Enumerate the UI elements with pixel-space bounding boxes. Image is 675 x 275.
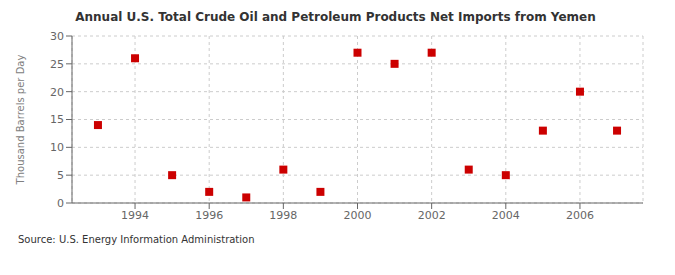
html-text:Annual U.S. Total Crude Oil an: Annual U.S. Total Crude Oil and Petroleu… — [75, 10, 596, 24]
svg-text:5: 5 — [57, 169, 64, 182]
svg-text:1994: 1994 — [121, 209, 149, 222]
svg-text:2000: 2000 — [344, 209, 372, 222]
svg-text:25: 25 — [50, 58, 64, 71]
svg-text:1996: 1996 — [195, 209, 223, 222]
svg-text:2004: 2004 — [492, 209, 520, 222]
svg-text:10: 10 — [50, 141, 64, 154]
svg-text:15: 15 — [50, 113, 64, 126]
svg-text:Thousand Barrels per Day: Thousand Barrels per Day — [15, 55, 26, 186]
html-text:Source: U.S. Energy Informatio: Source: U.S. Energy Information Administ… — [18, 234, 255, 245]
svg-text:20: 20 — [50, 86, 64, 99]
svg-text:2002: 2002 — [418, 209, 446, 222]
svg-text:30: 30 — [50, 30, 64, 43]
svg-text:2006: 2006 — [566, 209, 594, 222]
svg-text:1998: 1998 — [269, 209, 297, 222]
svg-text:0: 0 — [57, 197, 64, 210]
